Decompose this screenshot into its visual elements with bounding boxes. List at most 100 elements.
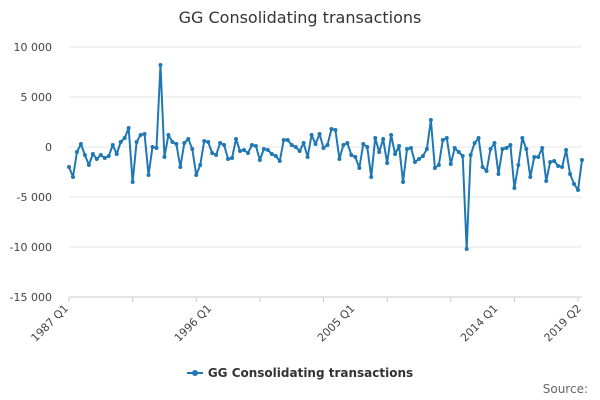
data-point: [202, 139, 207, 143]
y-tick-label: -10 000: [10, 241, 52, 254]
data-point: [329, 127, 334, 131]
data-point: [464, 247, 469, 251]
data-point: [448, 162, 453, 166]
data-point: [488, 147, 493, 151]
data-point: [94, 157, 99, 161]
data-point: [564, 148, 569, 152]
data-point: [480, 165, 485, 169]
data-point: [524, 147, 529, 151]
data-point: [424, 147, 429, 151]
x-tick-label: 2014 Q1: [458, 302, 501, 345]
data-point: [277, 159, 282, 163]
data-point: [397, 144, 402, 148]
data-point: [325, 143, 330, 147]
data-point: [317, 132, 322, 136]
data-point: [436, 163, 441, 167]
data-point: [500, 147, 505, 151]
chart-title: GG Consolidating transactions: [178, 8, 422, 27]
y-tick-label: 0: [45, 141, 52, 154]
data-point: [432, 166, 437, 170]
data-point: [401, 180, 406, 184]
data-point: [122, 136, 127, 140]
data-point: [416, 157, 421, 161]
legend-line-marker-icon: [186, 368, 203, 378]
x-tick-label: 2019 Q2: [542, 302, 585, 345]
legend[interactable]: GG Consolidating transactions: [0, 366, 600, 380]
data-point: [309, 133, 314, 137]
data-point: [281, 138, 286, 142]
data-point: [568, 172, 573, 176]
data-point: [512, 186, 517, 190]
data-point: [178, 165, 183, 169]
data-point: [102, 156, 107, 160]
data-point: [572, 182, 577, 186]
data-point: [520, 136, 525, 140]
data-point: [257, 158, 262, 162]
data-point: [349, 153, 354, 157]
data-point: [198, 163, 203, 167]
data-point: [504, 146, 509, 150]
data-point: [381, 137, 386, 141]
data-point: [476, 136, 481, 140]
data-point: [560, 165, 565, 169]
data-point: [190, 147, 195, 151]
data-point: [580, 158, 584, 162]
data-point: [389, 133, 394, 137]
data-point: [472, 141, 477, 145]
data-point: [528, 175, 533, 179]
data-point: [289, 143, 294, 147]
data-point: [301, 141, 306, 145]
y-tick-label: 5 000: [21, 91, 53, 104]
data-point: [456, 150, 461, 154]
data-point: [420, 154, 425, 158]
data-point: [393, 152, 398, 156]
data-point: [218, 141, 223, 145]
data-point: [496, 172, 501, 176]
data-point: [508, 143, 513, 147]
data-point: [245, 151, 250, 155]
data-point: [261, 147, 266, 151]
data-point: [273, 154, 278, 158]
data-point: [552, 159, 557, 163]
data-point: [460, 154, 465, 158]
data-point: [365, 145, 370, 149]
data-point: [540, 146, 545, 150]
data-point: [285, 138, 290, 142]
data-point: [186, 137, 191, 141]
data-point: [241, 148, 246, 152]
data-point: [210, 151, 215, 155]
data-point: [484, 169, 489, 173]
legend-label: GG Consolidating transactions: [207, 366, 414, 380]
data-point: [452, 146, 457, 150]
data-point: [269, 152, 274, 156]
data-point: [174, 142, 179, 146]
data-point: [440, 138, 445, 142]
data-point: [556, 164, 561, 168]
data-point: [313, 142, 318, 146]
data-point: [86, 163, 91, 167]
data-point: [468, 153, 473, 157]
data-point: [214, 153, 219, 157]
data-point: [158, 63, 163, 67]
data-point: [98, 153, 103, 157]
data-point: [150, 145, 155, 149]
data-point: [341, 143, 346, 147]
data-point: [536, 155, 541, 159]
data-point: [106, 154, 111, 158]
data-point: [293, 145, 298, 149]
data-point: [130, 180, 135, 184]
data-point: [249, 143, 254, 147]
data-point: [154, 146, 159, 150]
data-point: [67, 165, 71, 169]
data-point: [337, 157, 342, 161]
data-point: [118, 140, 123, 144]
source-note: Source:: [542, 382, 588, 396]
data-point: [444, 136, 449, 140]
data-point: [110, 143, 115, 147]
data-point: [373, 136, 378, 140]
data-point: [548, 160, 553, 164]
data-point: [238, 149, 242, 153]
data-point: [377, 150, 382, 154]
data-point: [333, 128, 338, 132]
